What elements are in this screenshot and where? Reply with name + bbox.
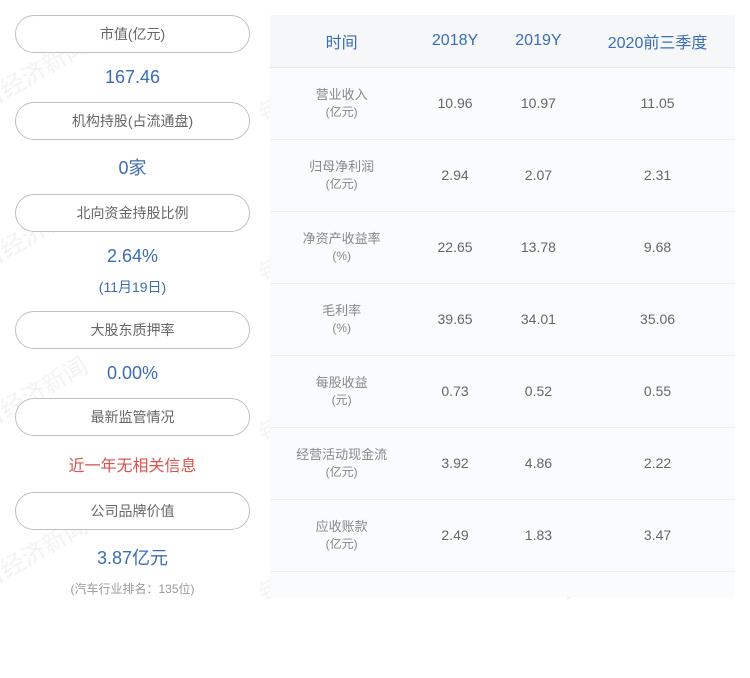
row-label: 营业收入 <box>278 86 405 104</box>
row-unit: (亿元) <box>278 464 405 481</box>
row-unit: (元) <box>278 392 405 409</box>
table-cell: 35.06 <box>580 283 735 355</box>
table-cell: 22.65 <box>413 211 496 283</box>
table-row: 净资产收益率(%)22.6513.789.68 <box>270 211 735 283</box>
metric-value: 0家 <box>15 148 250 186</box>
row-label-cell: 每股收益(元) <box>270 355 413 427</box>
table-cell: 0.73 <box>413 355 496 427</box>
row-unit: (亿元) <box>278 536 405 553</box>
table-cell: 1.83 <box>497 499 580 571</box>
metric-sub: (11月19日) <box>15 277 250 303</box>
table-cell: 4.86 <box>497 427 580 499</box>
row-label-cell: 毛利率(%) <box>270 283 413 355</box>
table-cell: 0.55 <box>580 355 735 427</box>
metric-label: 最新监管情况 <box>15 398 250 436</box>
financial-table: 时间2018Y2019Y2020前三季度 营业收入(亿元)10.9610.971… <box>270 15 735 572</box>
metric-label: 市值(亿元) <box>15 15 250 53</box>
row-unit: (%) <box>278 320 405 337</box>
row-label: 应收账款 <box>278 518 405 536</box>
table-header: 时间2018Y2019Y2020前三季度 <box>270 15 735 68</box>
left-panel: 市值(亿元) 167.46 机构持股(占流通盘) 0家北向资金持股比例 2.64% (11… <box>15 15 250 597</box>
table-header-cell: 2020前三季度 <box>580 15 735 68</box>
table-cell: 39.65 <box>413 283 496 355</box>
metric-value: 3.87亿元 <box>15 538 250 576</box>
table-cell: 10.97 <box>497 68 580 140</box>
table-cell: 0.52 <box>497 355 580 427</box>
metric-value: 近一年无相关信息 <box>15 444 250 484</box>
row-unit: (%) <box>278 248 405 265</box>
row-label-cell: 归母净利润(亿元) <box>270 139 413 211</box>
table-row: 归母净利润(亿元)2.942.072.31 <box>270 139 735 211</box>
row-label: 经营活动现金流 <box>278 446 405 464</box>
table-cell: 34.01 <box>497 283 580 355</box>
table-cell: 9.68 <box>580 211 735 283</box>
table-cell: 2.07 <box>497 139 580 211</box>
metric-value: 2.64% <box>15 240 250 273</box>
table-cell: 10.96 <box>413 68 496 140</box>
table-row: 经营活动现金流(亿元)3.924.862.22 <box>270 427 735 499</box>
metric-label: 公司品牌价值 <box>15 492 250 530</box>
table-row: 毛利率(%)39.6534.0135.06 <box>270 283 735 355</box>
table-header-cell: 2018Y <box>413 15 496 68</box>
table-row: 应收账款(亿元)2.491.833.47 <box>270 499 735 571</box>
row-label: 归母净利润 <box>278 158 405 176</box>
metric-label: 北向资金持股比例 <box>15 194 250 232</box>
table-cell: 11.05 <box>580 68 735 140</box>
table-cell: 2.94 <box>413 139 496 211</box>
row-label-cell: 经营活动现金流(亿元) <box>270 427 413 499</box>
table-cell: 2.31 <box>580 139 735 211</box>
table-cell: 13.78 <box>497 211 580 283</box>
metric-value: 167.46 <box>15 61 250 94</box>
table-header-cell: 时间 <box>270 15 413 68</box>
metric-label: 机构持股(占流通盘) <box>15 102 250 140</box>
table-row: 每股收益(元)0.730.520.55 <box>270 355 735 427</box>
row-label: 每股收益 <box>278 374 405 392</box>
row-label-cell: 净资产收益率(%) <box>270 211 413 283</box>
metric-sub: (汽车行业排名：135位) <box>15 580 250 597</box>
row-label-cell: 应收账款(亿元) <box>270 499 413 571</box>
table-row: 营业收入(亿元)10.9610.9711.05 <box>270 68 735 140</box>
metric-label: 大股东质押率 <box>15 311 250 349</box>
row-label: 净资产收益率 <box>278 230 405 248</box>
right-panel: 时间2018Y2019Y2020前三季度 营业收入(亿元)10.9610.971… <box>270 15 735 597</box>
table-cell: 3.92 <box>413 427 496 499</box>
metric-value: 0.00% <box>15 357 250 390</box>
table-cell: 3.47 <box>580 499 735 571</box>
main-container: 市值(亿元) 167.46 机构持股(占流通盘) 0家北向资金持股比例 2.64% (11… <box>0 0 750 612</box>
table-cell: 2.49 <box>413 499 496 571</box>
row-label-cell: 营业收入(亿元) <box>270 68 413 140</box>
row-label: 毛利率 <box>278 302 405 320</box>
table-body: 营业收入(亿元)10.9610.9711.05归母净利润(亿元)2.942.07… <box>270 68 735 572</box>
row-unit: (亿元) <box>278 104 405 121</box>
table-cell: 2.22 <box>580 427 735 499</box>
row-unit: (亿元) <box>278 176 405 193</box>
table-header-cell: 2019Y <box>497 15 580 68</box>
